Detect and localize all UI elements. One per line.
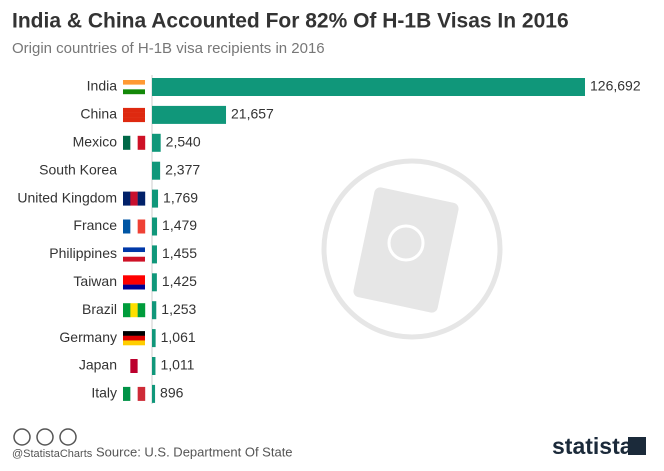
flag-stripe: [123, 168, 145, 174]
credit: @StatistaCharts: [12, 448, 93, 460]
bar: [152, 133, 161, 152]
category-label: Taiwan: [73, 273, 117, 289]
value-label: 1,011: [160, 357, 194, 373]
value-label: 126,692: [590, 78, 641, 94]
flag-stripe: [123, 191, 131, 206]
flag-icon: [123, 163, 145, 178]
bar: [152, 273, 157, 292]
flag-stripe: [130, 303, 138, 318]
category-label: India: [87, 78, 118, 94]
flag-stripe: [123, 340, 145, 346]
flag-icon: [123, 386, 146, 401]
source: Source: U.S. Department Of State: [96, 444, 293, 459]
category-label: China: [80, 106, 117, 122]
flag-stripe: [130, 135, 138, 150]
flag-icon: [123, 359, 146, 373]
flag-stripe: [123, 80, 145, 85]
flag-stripe: [130, 191, 138, 206]
brand-icon: [628, 437, 646, 455]
flag-stripe: [123, 163, 145, 169]
bar: [152, 329, 156, 348]
flag-stripe: [123, 331, 145, 336]
flag-stripe: [123, 279, 145, 285]
flag-icon: [123, 135, 146, 150]
flag-stripe: [123, 252, 145, 257]
category-label: Japan: [79, 357, 117, 373]
brand-logo: statista: [552, 433, 633, 459]
value-label: 1,455: [162, 245, 197, 261]
flag-stripe: [123, 219, 131, 234]
value-label: 1,769: [163, 189, 198, 205]
flag-stripe: [123, 173, 145, 178]
bar: [152, 78, 585, 96]
category-label: Philippines: [49, 245, 117, 261]
flag-stripe: [123, 275, 145, 281]
flag-stripe: [130, 219, 138, 234]
category-label: Germany: [59, 329, 117, 345]
flag-stripe: [123, 112, 145, 118]
flag-stripe: [130, 386, 138, 401]
watermark: [321, 158, 503, 340]
flag-icon: [123, 80, 145, 95]
bar: [152, 189, 159, 208]
flag-icon: [123, 107, 145, 123]
value-label: 896: [160, 385, 184, 401]
flag-stripe: [123, 84, 145, 90]
flag-stripe: [123, 303, 131, 318]
value-label: 2,377: [165, 161, 200, 177]
bar: [152, 245, 157, 264]
value-label: 2,540: [166, 134, 201, 150]
chart-title: India & China Accounted For 82% Of H-1B …: [12, 10, 569, 33]
bar: [152, 384, 156, 403]
flag-stripe: [130, 359, 138, 373]
flag-stripe: [123, 247, 145, 253]
category-label: South Korea: [39, 161, 117, 177]
bar: [152, 105, 227, 124]
flag-icon: [123, 331, 145, 346]
bar: [152, 301, 157, 320]
flag-stripe: [137, 191, 146, 206]
flag-stripe: [123, 107, 145, 113]
value-label: 21,657: [231, 106, 274, 122]
value-label: 1,425: [162, 273, 197, 289]
bar: [152, 357, 156, 375]
category-label: Italy: [91, 385, 117, 401]
value-label: 1,253: [161, 301, 196, 317]
flag-icon: [123, 303, 146, 318]
flag-stripe: [123, 117, 145, 123]
value-label: 1,061: [161, 329, 196, 345]
flag-icon: [123, 275, 145, 290]
chart-subtitle: Origin countries of H-1B visa recipients…: [12, 40, 325, 57]
category-label: Brazil: [82, 301, 117, 317]
flag-stripe: [137, 386, 146, 401]
category-label: Mexico: [73, 134, 118, 150]
cc-icons: [13, 428, 77, 446]
flag-stripe: [123, 284, 145, 290]
flag-icon: [123, 247, 145, 262]
category-label: United Kingdom: [17, 189, 117, 205]
flag-icon: [123, 191, 146, 206]
flag-stripe: [137, 303, 146, 318]
flag-stripe: [123, 335, 145, 341]
flag-stripe: [137, 359, 146, 373]
category-label: France: [73, 217, 117, 233]
value-label: 1,479: [162, 217, 197, 233]
flag-stripe: [123, 89, 145, 95]
bar: [152, 217, 158, 236]
flag-stripe: [123, 359, 131, 373]
flag-stripe: [137, 219, 146, 234]
flag-stripe: [123, 256, 145, 262]
flag-stripe: [137, 135, 146, 150]
bar: [152, 161, 161, 180]
flag-icon: [123, 219, 146, 234]
flag-stripe: [123, 135, 131, 150]
flag-stripe: [123, 386, 131, 401]
